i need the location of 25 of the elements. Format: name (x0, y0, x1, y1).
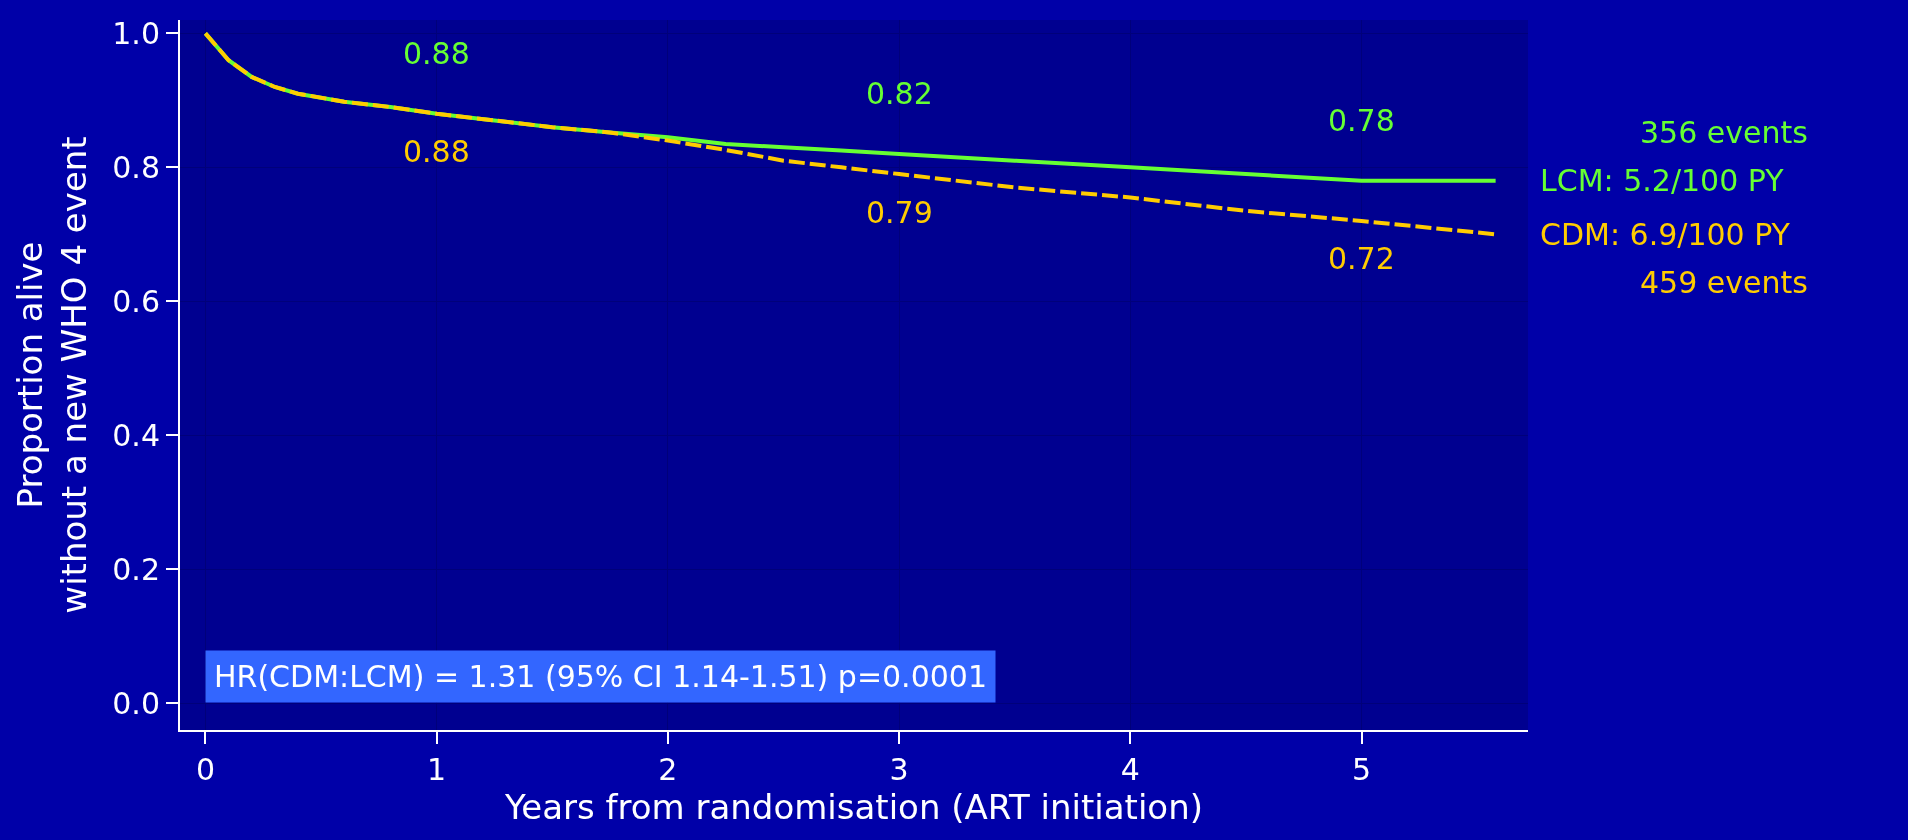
text: 459 events (1640, 265, 1808, 300)
x-tick-label: 4 (1120, 752, 1140, 787)
x-tick-label: 5 (1351, 752, 1372, 787)
y-tick-label: 0.0 (112, 685, 160, 721)
y-tick-label: 0.2 (112, 551, 160, 587)
annotation: 0.82 (866, 76, 933, 111)
x-tick-label: 1 (427, 752, 447, 787)
annotation: 0.79 (866, 195, 933, 230)
y-tick-label: 0.8 (112, 149, 160, 185)
x-axis-title: Years from randomisation (ART initiation) (504, 787, 1203, 827)
annotation: 0.72 (1328, 241, 1395, 276)
series-label: CDM: 6.9/100 PY (1540, 217, 1791, 252)
y-tick-label: 1.0 (112, 15, 160, 51)
y-axis-title: Proportion alive without a new WHO 4 event (10, 136, 95, 614)
x-tick-label: 3 (889, 752, 909, 787)
y-tick-label: 0.6 (112, 283, 160, 319)
annotation: 0.88 (403, 36, 470, 71)
annotation: 0.88 (403, 134, 470, 169)
x-tick-label: 2 (658, 752, 678, 787)
y-tick-label: 0.4 (112, 417, 160, 453)
text: 356 events (1640, 115, 1808, 150)
x-tick-label: 0 (195, 752, 215, 787)
annotation: HR(CDM:LCM) = 1.31 (95% CI 1.14-1.51) p=0.0001 (214, 659, 987, 694)
series-label: LCM: 5.2/100 PY (1540, 163, 1785, 198)
annotation: 0.78 (1328, 103, 1395, 138)
